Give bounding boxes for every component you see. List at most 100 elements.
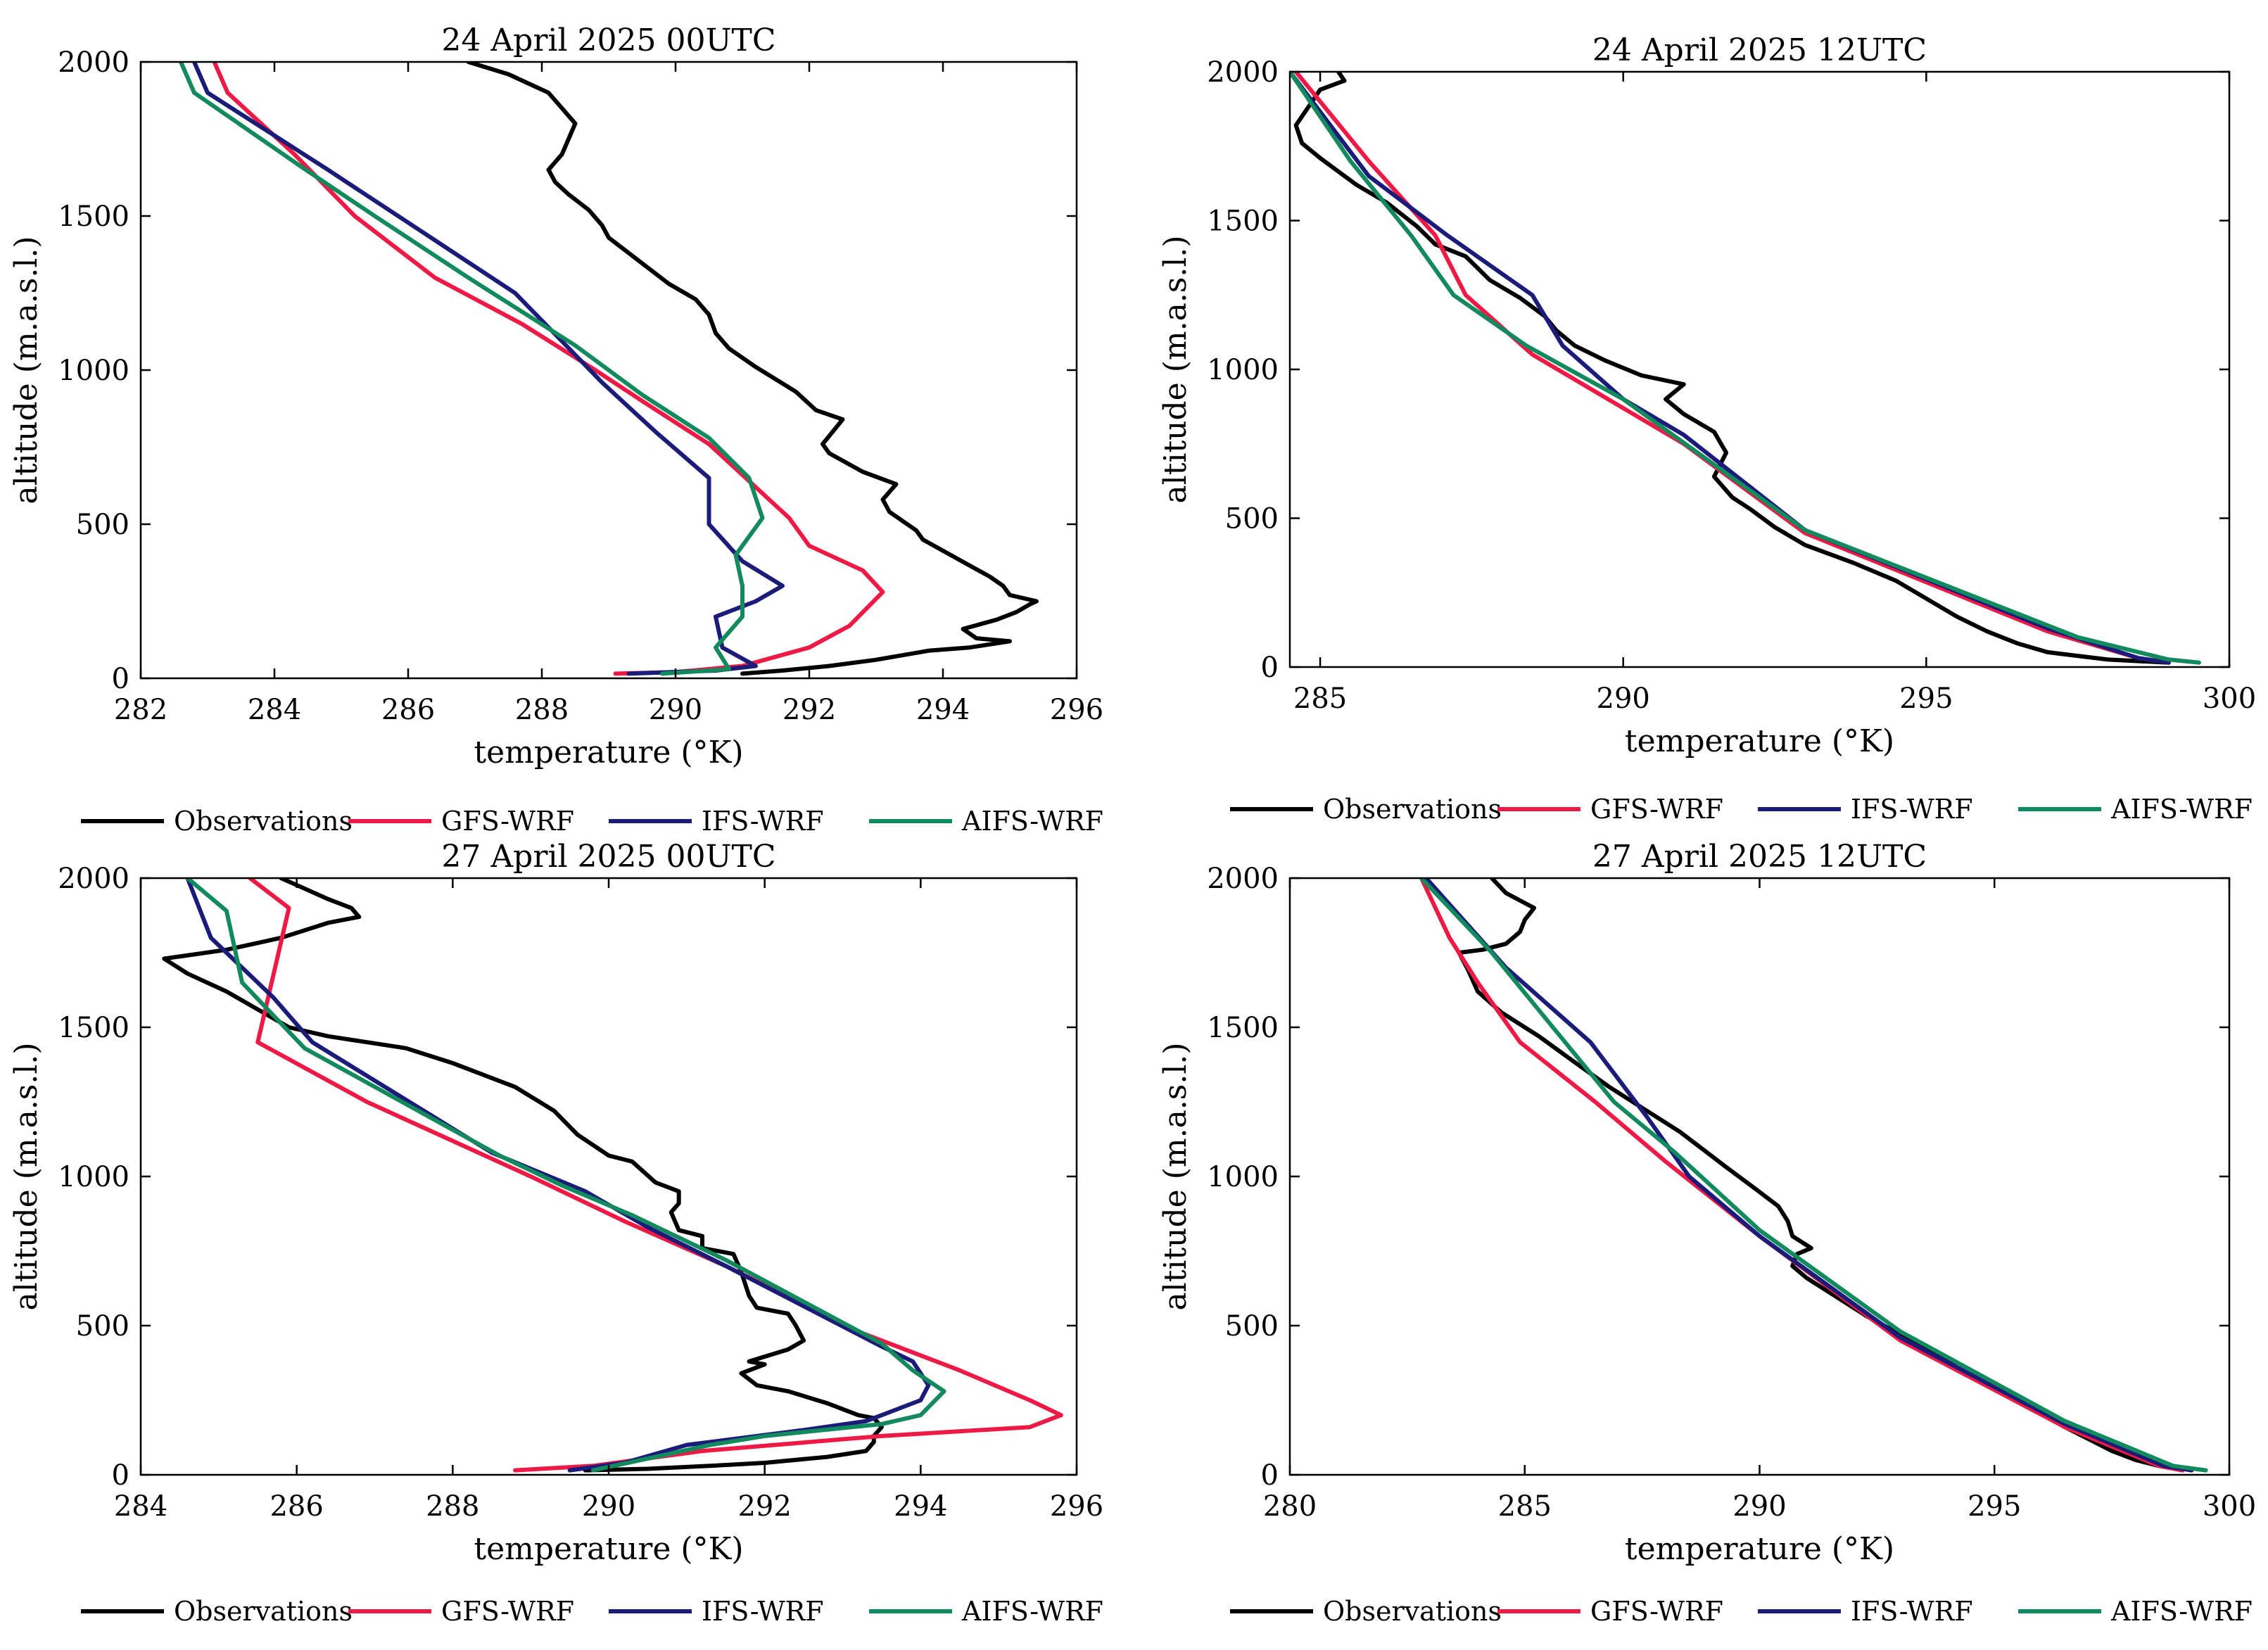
axes-box [1288, 877, 2231, 1476]
series-line-ifs-wrf [192, 62, 785, 676]
series-line-aifs-wrf [1290, 72, 2201, 665]
legend-label: IFS-WRF [1851, 794, 1973, 825]
x-tick-label: 295 [1899, 683, 1953, 715]
chart-panel-1: 282 284 286 288 290 292 294 296 0 500 1000 1500 2000… [8, 23, 1103, 837]
chart-panel-4: 280 285 290 295 300 0 500 1000 1500 2000 27 April … [1158, 839, 2256, 1627]
x-tick-label: 290 [1597, 683, 1650, 715]
series-line-gfs-wrf [1293, 72, 2171, 665]
legend-item-gfs-wrf: GFS-WRF [1497, 794, 1723, 825]
legend-label: GFS-WRF [1590, 794, 1723, 825]
y-tick-label: 2000 [58, 46, 129, 79]
y-axis-label: altitude (m.a.s.l.) [1158, 235, 1193, 503]
legend: Observations GFS-WRF IFS-WRF AIFS-WRF [81, 806, 1103, 837]
legend: Observations GFS-WRF IFS-WRF AIFS-WRF [1230, 794, 2253, 825]
legend-label: AIFS-WRF [961, 806, 1103, 837]
plot-area [1290, 72, 2201, 665]
legend-item-ifs-wrf: IFS-WRF [1758, 794, 1973, 825]
y-axis-label: altitude (m.a.s.l.) [8, 236, 44, 504]
legend-label: Observations [1323, 794, 1502, 825]
legend-label: AIFS-WRF [2110, 794, 2253, 825]
x-tick-label: 290 [582, 1490, 635, 1523]
legend-item-observations: Observations [1230, 1596, 1502, 1627]
y-tick-label: 1000 [1207, 1161, 1279, 1193]
legend-label: IFS-WRF [702, 1596, 824, 1627]
legend-label: Observations [174, 806, 353, 837]
legend-label: IFS-WRF [1851, 1596, 1973, 1627]
y-tick-label: 0 [1261, 1459, 1279, 1492]
y-tick-label: 2000 [58, 863, 129, 895]
x-tick-label: 292 [783, 694, 836, 726]
y-tick-label: 500 [76, 509, 129, 541]
x-tick-label: 290 [649, 694, 702, 726]
series-line-observations [466, 62, 1039, 676]
x-tick-label: 285 [1498, 1490, 1552, 1523]
legend-item-aifs-wrf: AIFS-WRF [2018, 794, 2253, 825]
x-axis-label: temperature (°K) [1625, 1531, 1894, 1567]
y-tick-label: 1000 [1207, 354, 1279, 386]
x-tick-label: 285 [1293, 683, 1347, 715]
x-tick-label: 288 [426, 1490, 479, 1523]
chart-panel-2: 285 290 295 300 0 500 1000 1500 2000 24 April 202… [1158, 32, 2256, 825]
chart-title: 24 April 2025 00UTC [441, 23, 775, 58]
legend-label: AIFS-WRF [2110, 1596, 2253, 1627]
y-axis-label: altitude (m.a.s.l.) [8, 1042, 44, 1310]
y-tick-label: 1500 [58, 201, 129, 233]
y-tick-label: 0 [1261, 652, 1279, 684]
y-tick-label: 0 [112, 1459, 129, 1492]
x-axis-label: temperature (°K) [474, 1531, 743, 1567]
x-tick-label: 296 [1050, 1490, 1103, 1523]
series-line-ifs-wrf [1424, 878, 2194, 1473]
y-tick-label: 0 [112, 663, 129, 695]
y-tick-label: 2000 [1207, 863, 1279, 895]
y-tick-label: 1000 [58, 1161, 129, 1193]
legend-label: IFS-WRF [702, 806, 824, 837]
x-axis-label: temperature (°K) [1625, 723, 1894, 759]
x-tick-label: 300 [2203, 683, 2256, 715]
legend-item-aifs-wrf: AIFS-WRF [2018, 1596, 2253, 1627]
x-tick-label: 290 [1732, 1490, 1786, 1523]
legend-item-gfs-wrf: GFS-WRF [1497, 1596, 1723, 1627]
y-tick-label: 1500 [1207, 1012, 1279, 1044]
series-line-gfs-wrf [1419, 878, 2185, 1473]
chart-title: 27 April 2025 00UTC [441, 839, 775, 875]
x-tick-label: 286 [270, 1490, 323, 1523]
chart-title: 24 April 2025 12UTC [1592, 32, 1927, 68]
x-tick-label: 292 [737, 1490, 791, 1523]
legend-label: GFS-WRF [441, 806, 574, 837]
series-line-ifs-wrf [1290, 72, 2171, 665]
x-tick-label: 280 [1263, 1490, 1317, 1523]
series-line-ifs-wrf [185, 878, 931, 1473]
series-line-gfs-wrf [248, 878, 1063, 1473]
series-line-aifs-wrf [1419, 878, 2208, 1473]
y-tick-label: 2000 [1207, 56, 1279, 89]
chart-panel-3: 284 286 288 290 292 294 296 0 500 1000 1500 2000 27 … [8, 839, 1103, 1627]
x-tick-label: 284 [248, 694, 301, 726]
x-tick-label: 294 [894, 1490, 947, 1523]
y-tick-label: 1500 [1207, 205, 1279, 238]
series-line-aifs-wrf [179, 62, 765, 676]
legend-label: Observations [1323, 1596, 1502, 1627]
legend: Observations GFS-WRF IFS-WRF AIFS-WRF [81, 1596, 1103, 1627]
legend-item-ifs-wrf: IFS-WRF [609, 806, 824, 837]
x-tick-label: 300 [2203, 1490, 2256, 1523]
series-line-aifs-wrf [185, 878, 946, 1473]
axes-box [1288, 70, 2231, 668]
legend-item-aifs-wrf: AIFS-WRF [869, 806, 1103, 837]
legend-item-ifs-wrf: IFS-WRF [1758, 1596, 1973, 1627]
y-tick-label: 500 [76, 1310, 129, 1343]
legend-item-observations: Observations [81, 1596, 353, 1627]
y-tick-label: 1000 [58, 355, 129, 387]
plot-area [179, 62, 1039, 676]
legend-item-observations: Observations [81, 806, 353, 837]
legend-label: GFS-WRF [441, 1596, 574, 1627]
plot-area [162, 878, 1063, 1473]
legend-label: AIFS-WRF [961, 1596, 1103, 1627]
x-tick-label: 286 [381, 694, 435, 726]
legend-label: GFS-WRF [1590, 1596, 1723, 1627]
series-line-observations [1293, 72, 2171, 665]
x-tick-label: 296 [1050, 694, 1103, 726]
legend-item-gfs-wrf: GFS-WRF [348, 806, 574, 837]
legend-item-gfs-wrf: GFS-WRF [348, 1596, 574, 1627]
legend-item-ifs-wrf: IFS-WRF [609, 1596, 824, 1627]
